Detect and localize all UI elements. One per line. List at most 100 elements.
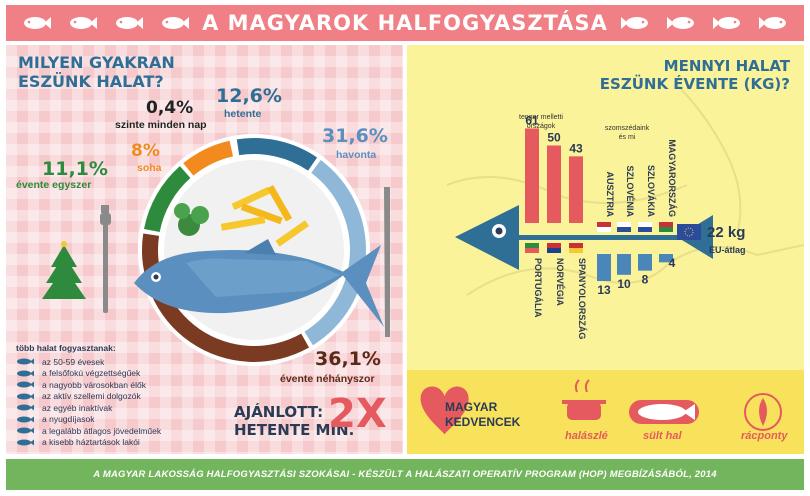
fish-spine [519, 235, 679, 240]
flag-icon [547, 243, 561, 253]
fish-icon [667, 17, 694, 29]
consumption-panel: MENNYI HALAT ESZÜNK ÉVENTE (KG)? 61 PORTU… [407, 45, 804, 454]
category-label: MAGYARORSZÁG [667, 139, 677, 217]
header-fish-row-left [22, 13, 190, 33]
recommendation-value: 2X [328, 391, 387, 437]
grilled-fish-icon [629, 400, 699, 424]
consumption-question-line1: MENNYI HALAT [663, 57, 790, 75]
label-never: soha [137, 162, 162, 174]
fish-icon [162, 17, 189, 29]
heart-icon [420, 386, 469, 435]
consumers-list-heading: több halat fogyasztanak: [16, 343, 116, 353]
bar-szlovákia [638, 254, 652, 271]
value-label: 10 [617, 277, 631, 291]
fish-icon [17, 416, 34, 423]
plate-pie-chart [42, 134, 390, 366]
list-item-label: a legalább átlagos jövedelműek [42, 425, 162, 436]
group-label-neighbours-line1: szomszédaink [605, 125, 650, 132]
bar-szlovénia [617, 254, 631, 275]
group-label-neighbours-line2: és mi [619, 134, 636, 141]
pot-icon [562, 379, 606, 420]
pie-arcs [142, 138, 367, 362]
frequency-question-line1: MILYEN GYAKRAN [18, 53, 175, 72]
recommendation-line1: AJÁNLOTT: [234, 403, 324, 421]
flag-icon [597, 222, 611, 232]
fish-illustration [134, 239, 384, 327]
frequency-panel: MILYEN GYAKRAN ESZÜNK HALAT? [6, 45, 403, 454]
pie-slice-2 [304, 160, 367, 346]
frequency-question-line2: ESZÜNK HALAT? [18, 72, 164, 91]
fish-icon [17, 439, 34, 446]
category-label: SZLOVÉNIA [625, 165, 635, 217]
header-fish-row-right [620, 13, 788, 33]
list-item-label: az aktív szellemi dolgozók [42, 391, 141, 402]
value-label-weekly: 12,6% [216, 85, 282, 107]
dish-racponty: rácponty [741, 430, 788, 442]
value-label-never: 8% [131, 141, 160, 161]
bar-spanyolország [569, 156, 583, 223]
fish-icon [17, 370, 34, 377]
fish-icon [621, 17, 648, 29]
pie-slice-5 [183, 140, 234, 176]
footer-text: A MAGYAR LAKOSSÁG HALFOGYASZTÁSI SZOKÁSA… [93, 469, 717, 480]
knife-icon [384, 187, 390, 337]
list-item: az aktív szellemi dolgozók [16, 391, 161, 403]
fish-icon [17, 404, 34, 411]
fish-icon [24, 17, 51, 29]
list-item-label: a kisebb háztartások lakói [42, 437, 140, 448]
group-label-coastal-line2: országok [527, 123, 556, 130]
list-item: a legalább átlagos jövedelműek [16, 425, 161, 437]
pie-slice-4 [143, 166, 191, 233]
bar-marks: 61 PORTUGÁLIA 50 NORVÉGIA 43 SPANYOLORSZÁG 13 A… [525, 113, 677, 339]
category-label: SPANYOLORSZÁG [577, 258, 587, 339]
fries-icon [220, 185, 310, 247]
flag-icon [569, 243, 583, 253]
dish-halaszle: halászlé [565, 430, 608, 442]
consumers-list: több halat fogyasztanak: az 50-59 évesek… [16, 343, 161, 448]
parsley-icon [174, 203, 209, 236]
fish-head-icon [455, 205, 519, 270]
value-label-monthly: 31,6% [322, 125, 388, 147]
label-weekly: hetente [224, 108, 262, 120]
fish-icon [759, 17, 786, 29]
favorites-icons [420, 379, 782, 435]
list-item: a felsőfokú végzettségűek [16, 368, 161, 380]
value-label-yearly-few: 36,1% [315, 348, 381, 370]
list-item-label: az egyéb inaktívak [42, 402, 113, 413]
value-label-yearly-once: 11,1% [42, 158, 108, 180]
header-banner: A MAGYAROK HALFOGYASZTÁSA [6, 5, 804, 41]
list-item-label: a nyugdíjasok [42, 414, 95, 425]
bar-ausztria [597, 254, 611, 282]
pie-slice-1 [236, 138, 318, 171]
list-item: az 50-59 évesek [16, 356, 161, 368]
fish-icon [70, 17, 97, 29]
bar-norvégia [547, 145, 561, 223]
value-label: 13 [597, 283, 611, 297]
list-item-label: a nagyobb városokban élők [42, 379, 146, 390]
category-label: PORTUGÁLIA [533, 258, 543, 318]
pie-slice-3 [142, 233, 310, 362]
fork-icon [100, 205, 111, 313]
flag-icon [525, 243, 539, 253]
favorites-title-line2: KEDVENCEK [445, 415, 521, 429]
eu-average-value: 22 kg [707, 224, 745, 241]
category-label: AUSZTRIA [605, 172, 615, 218]
footer-banner: A MAGYAR LAKOSSÁG HALFOGYASZTÁSI SZOKÁSA… [6, 459, 804, 490]
eu-flag-icon [677, 224, 701, 240]
value-label-daily: 0,4% [146, 98, 194, 118]
fish-plate-icon [744, 393, 782, 431]
category-label: SZLOVÁKIA [646, 165, 656, 218]
list-item-label: az 50-59 évesek [42, 356, 105, 367]
favorites-strip: MAGYAR KEDVENCEK halászlé sült hal rácpo… [407, 370, 804, 454]
fish-icon [17, 381, 34, 388]
flag-icon [617, 222, 631, 232]
category-label: NORVÉGIA [555, 258, 565, 306]
value-label: 61 [525, 113, 539, 127]
value-label: 8 [642, 273, 649, 287]
bar-portugália [525, 128, 539, 223]
label-monthly: havonta [336, 149, 377, 161]
label-yearly-once: évente egyszer [16, 179, 92, 191]
list-item: a kisebb háztartások lakói [16, 437, 161, 449]
fish-icon [17, 427, 34, 434]
